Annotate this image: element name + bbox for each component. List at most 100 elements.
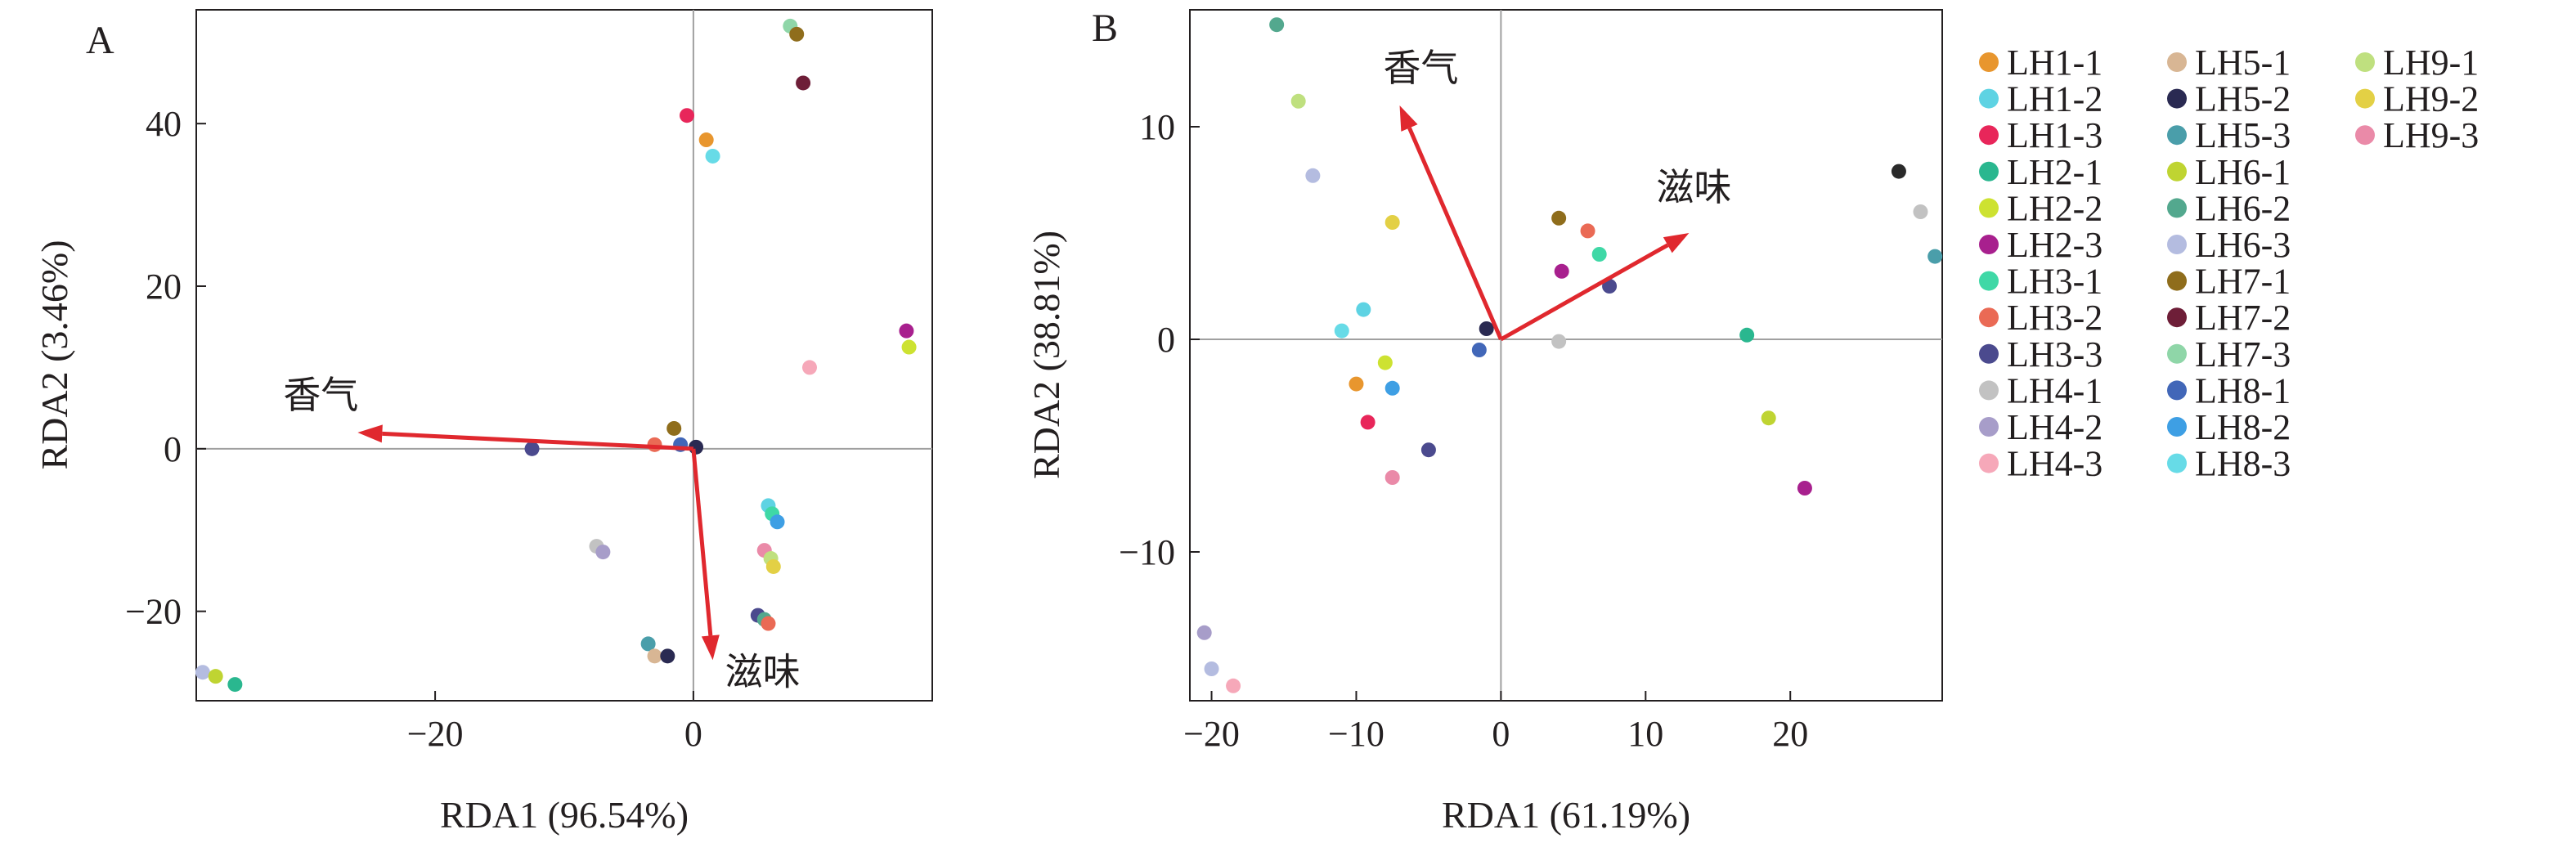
vector-arrowhead [1663, 233, 1690, 253]
data-point [666, 420, 682, 436]
legend-label: LH4-2 [2007, 407, 2103, 447]
data-point [1305, 168, 1321, 183]
data-point [660, 648, 675, 664]
data-point [1377, 355, 1393, 370]
x-tick-label: −10 [1328, 714, 1384, 754]
legend-swatch [2167, 161, 2187, 182]
legend-swatch [1979, 161, 1999, 182]
legend-swatch [1979, 453, 1999, 473]
legend-label: LH9-2 [2383, 79, 2479, 119]
vector-line [382, 431, 694, 451]
data-point [1204, 661, 1219, 676]
legend-label: LH1-2 [2007, 79, 2103, 119]
legend-swatch [1979, 271, 1999, 291]
data-point [698, 132, 714, 148]
x-tick-label: −20 [407, 714, 464, 754]
legend-swatch [1979, 198, 1999, 218]
legend-swatch [2167, 52, 2187, 72]
data-point [1290, 93, 1306, 109]
data-point [1591, 247, 1607, 262]
legend-label: LH9-1 [2383, 43, 2479, 83]
legend-label: LH3-2 [2007, 298, 2103, 338]
y-ticks: −20 0 20 40 [125, 104, 206, 632]
data-point [1384, 380, 1400, 396]
legend-label: LH1-1 [2007, 43, 2103, 83]
legend-swatch [2167, 88, 2187, 109]
legend-label: LH9-3 [2383, 115, 2479, 155]
data-point [1551, 334, 1567, 349]
data-point [1580, 223, 1595, 239]
data-point [1928, 249, 1943, 264]
sample-points [1196, 17, 1943, 693]
x-ticks: −20 −10 0 10 20 [1183, 691, 1808, 754]
y-ticks: −10 0 10 [1119, 107, 1200, 572]
data-point [1551, 210, 1567, 226]
data-point [1797, 481, 1812, 495]
data-point [1471, 343, 1487, 357]
legend-label: LH7-2 [2195, 298, 2291, 338]
legend-swatch [1979, 380, 1999, 401]
data-point [899, 323, 914, 339]
x-tick-label: 0 [1492, 714, 1510, 754]
data-point [761, 616, 776, 631]
legend-swatch [2167, 417, 2187, 437]
legend-label: LH8-1 [2195, 370, 2291, 410]
data-point [680, 108, 694, 123]
legend-swatch [2167, 125, 2187, 146]
panel-letter: A [86, 19, 114, 62]
data-point [647, 648, 662, 664]
data-point [796, 75, 811, 91]
data-point [1602, 279, 1618, 294]
data-point [802, 360, 817, 375]
legend-label: LH3-1 [2007, 262, 2103, 302]
data-point [640, 636, 656, 652]
data-point [1269, 17, 1285, 33]
y-tick-label: 20 [146, 267, 182, 307]
vector-label: 香气 [1384, 47, 1459, 89]
data-point [595, 545, 611, 560]
plot-frame [195, 9, 933, 702]
legend-swatch [1979, 52, 1999, 72]
x-ticks: −20 0 [407, 691, 702, 754]
legend-swatch [2355, 125, 2375, 146]
data-point [1420, 442, 1436, 458]
panel-letter: B [1092, 7, 1118, 50]
legend-label: LH5-3 [2195, 115, 2291, 155]
legend-swatch [1979, 125, 1999, 146]
legend-label: LH1-3 [2007, 115, 2103, 155]
data-point [1891, 164, 1906, 179]
vector-line [691, 448, 713, 636]
data-point [1479, 321, 1494, 336]
legend-label: LH6-3 [2195, 225, 2291, 265]
data-point [1384, 215, 1400, 230]
data-point [705, 148, 720, 164]
legend-swatch [2355, 88, 2375, 109]
legend-swatch [2167, 453, 2187, 473]
legend: LH1-1LH1-2LH1-3LH2-1LH2-2LH2-3LH3-1LH3-2… [1979, 43, 2479, 484]
data-point [1360, 415, 1376, 430]
legend-label: LH7-3 [2195, 334, 2291, 374]
legend-swatch [1979, 417, 1999, 437]
data-point [227, 677, 243, 693]
legend-label: LH3-3 [2007, 334, 2103, 374]
legend-label: LH7-1 [2195, 262, 2291, 302]
legend-swatch [2167, 198, 2187, 218]
legend-label: LH4-1 [2007, 370, 2103, 410]
data-point [195, 665, 210, 680]
legend-swatch [2167, 235, 2187, 254]
y-tick-label: 10 [1139, 107, 1175, 147]
data-point [1356, 302, 1371, 317]
data-point [1384, 470, 1400, 485]
vector-label: 滋味 [1656, 167, 1731, 209]
x-tick-label: −20 [1183, 714, 1240, 754]
reference-lines [1190, 10, 1942, 701]
legend-label: LH6-1 [2195, 152, 2291, 192]
legend-swatch [2167, 307, 2187, 328]
legend-swatch [2167, 271, 2187, 291]
data-point [524, 441, 540, 456]
vector-label: 香气 [283, 374, 358, 416]
legend-swatch [1979, 343, 1999, 364]
legend-label: LH5-1 [2195, 43, 2291, 83]
